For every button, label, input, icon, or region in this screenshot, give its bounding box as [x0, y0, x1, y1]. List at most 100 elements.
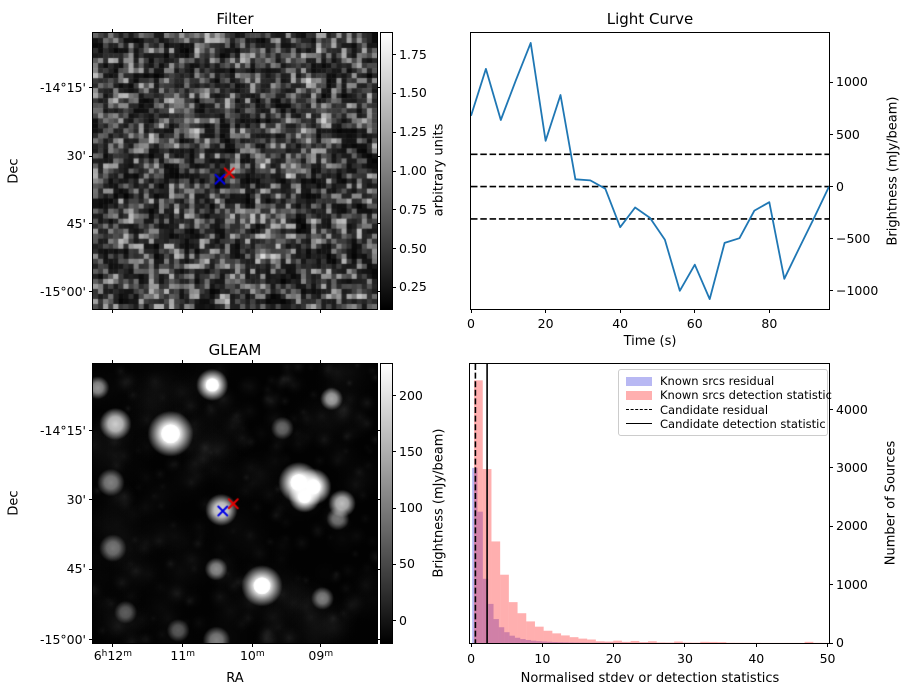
tick-label: 45' [66, 561, 86, 577]
tick-mark [377, 87, 381, 89]
tick-label: 80 [761, 316, 778, 331]
ra-superscript: h [101, 649, 108, 659]
tick-label: 50 [399, 556, 415, 572]
gleam-image [93, 364, 377, 643]
light-curve-axes [470, 32, 830, 310]
tick-mark [320, 309, 322, 313]
tick-mark [377, 155, 381, 157]
tick-label: 10 [534, 651, 551, 666]
tick-mark [829, 525, 833, 527]
gleam-colorbar [380, 363, 393, 644]
tick-mark [112, 643, 114, 647]
gleam-xlabel: RA [226, 671, 244, 686]
ra-tick-label: 09m [281, 648, 361, 663]
tick-mark [182, 309, 184, 313]
tick-label: 500 [836, 126, 860, 142]
tick-mark [694, 309, 696, 313]
ra-superscript: m [255, 649, 265, 659]
ra-text: 10 [239, 648, 256, 663]
tick-label: -14°15' [39, 79, 86, 95]
tick-label: 30' [66, 491, 86, 507]
tick-mark [392, 54, 396, 56]
tick-mark [827, 643, 829, 647]
tick-mark [89, 155, 93, 157]
gleam-axes [92, 363, 378, 644]
tick-mark [392, 395, 396, 396]
tick-label: 0 [467, 651, 476, 666]
legend-line-swatch [626, 423, 652, 425]
tick-label: 45' [66, 215, 86, 231]
tick-mark [392, 451, 396, 453]
tick-mark [89, 87, 93, 89]
tick-label: 30 [677, 651, 693, 666]
tick-mark [320, 360, 322, 364]
tick-mark [392, 620, 396, 621]
tick-mark [251, 360, 253, 364]
tick-label: 0.25 [399, 279, 427, 295]
legend-item: Candidate detection statistic [626, 417, 826, 431]
tick-mark [829, 409, 833, 411]
tick-mark [377, 499, 381, 501]
tick-mark [251, 309, 253, 313]
tick-mark [755, 643, 757, 647]
tick-label: 1.75 [399, 46, 427, 62]
legend-label: Known srcs detection statistic [660, 388, 832, 403]
ra-text: 6 [93, 648, 102, 663]
tick-label: 1.25 [399, 124, 427, 140]
light-curve-xlabel: Time (s) [623, 334, 677, 349]
tick-mark [829, 238, 833, 240]
tick-label: 100 [399, 500, 423, 515]
tick-label: 0 [836, 635, 844, 650]
ra-tick-label: 10m [212, 648, 292, 663]
tick-label: 1.00 [399, 163, 427, 178]
ra-text: 11 [170, 648, 187, 663]
tick-mark [470, 309, 472, 313]
tick-label: 50 [819, 651, 836, 666]
tick-label: 200 [399, 387, 423, 403]
tick-label: 150 [399, 443, 423, 459]
tick-label: 1.50 [399, 85, 427, 101]
tick-mark [251, 29, 253, 33]
ra-text: 09 [308, 648, 325, 663]
tick-label: 20 [537, 316, 554, 331]
tick-label: 0 [467, 316, 475, 331]
tick-mark [392, 563, 396, 565]
tick-mark [613, 643, 615, 647]
filter-axes [92, 32, 378, 310]
tick-mark [392, 92, 396, 94]
gleam-title: GLEAM [208, 341, 262, 359]
tick-mark [619, 309, 621, 313]
tick-label: 60 [686, 316, 703, 331]
tick-label: 3000 [836, 459, 868, 475]
tick-label: 20 [605, 651, 622, 666]
tick-mark [829, 584, 833, 586]
tick-label: 2000 [836, 518, 868, 534]
legend-label: Candidate residual [660, 402, 769, 417]
tick-mark [684, 643, 686, 647]
tick-label: 0.75 [399, 201, 427, 217]
tick-mark [89, 568, 93, 570]
tick-mark [251, 643, 253, 647]
tick-mark [377, 430, 381, 432]
tick-mark [89, 291, 93, 293]
tick-mark [829, 467, 833, 469]
tick-mark [89, 639, 93, 641]
tick-mark [392, 170, 396, 172]
tick-mark [392, 131, 396, 133]
light-curve-title: Light Curve [606, 10, 694, 28]
filter-image [93, 33, 377, 309]
tick-mark [392, 507, 396, 509]
tick-label: 4000 [836, 401, 868, 417]
filter-title: Filter [216, 10, 254, 28]
legend-patch-swatch [626, 376, 652, 386]
tick-mark [89, 223, 93, 225]
tick-mark [377, 568, 381, 570]
ra-text: 12 [107, 648, 124, 663]
tick-mark [112, 360, 114, 364]
tick-mark [182, 29, 184, 33]
legend-label: Known srcs residual [660, 374, 775, 388]
tick-mark [392, 209, 396, 211]
tick-mark [829, 290, 833, 292]
tick-label: -15°00' [39, 283, 86, 299]
